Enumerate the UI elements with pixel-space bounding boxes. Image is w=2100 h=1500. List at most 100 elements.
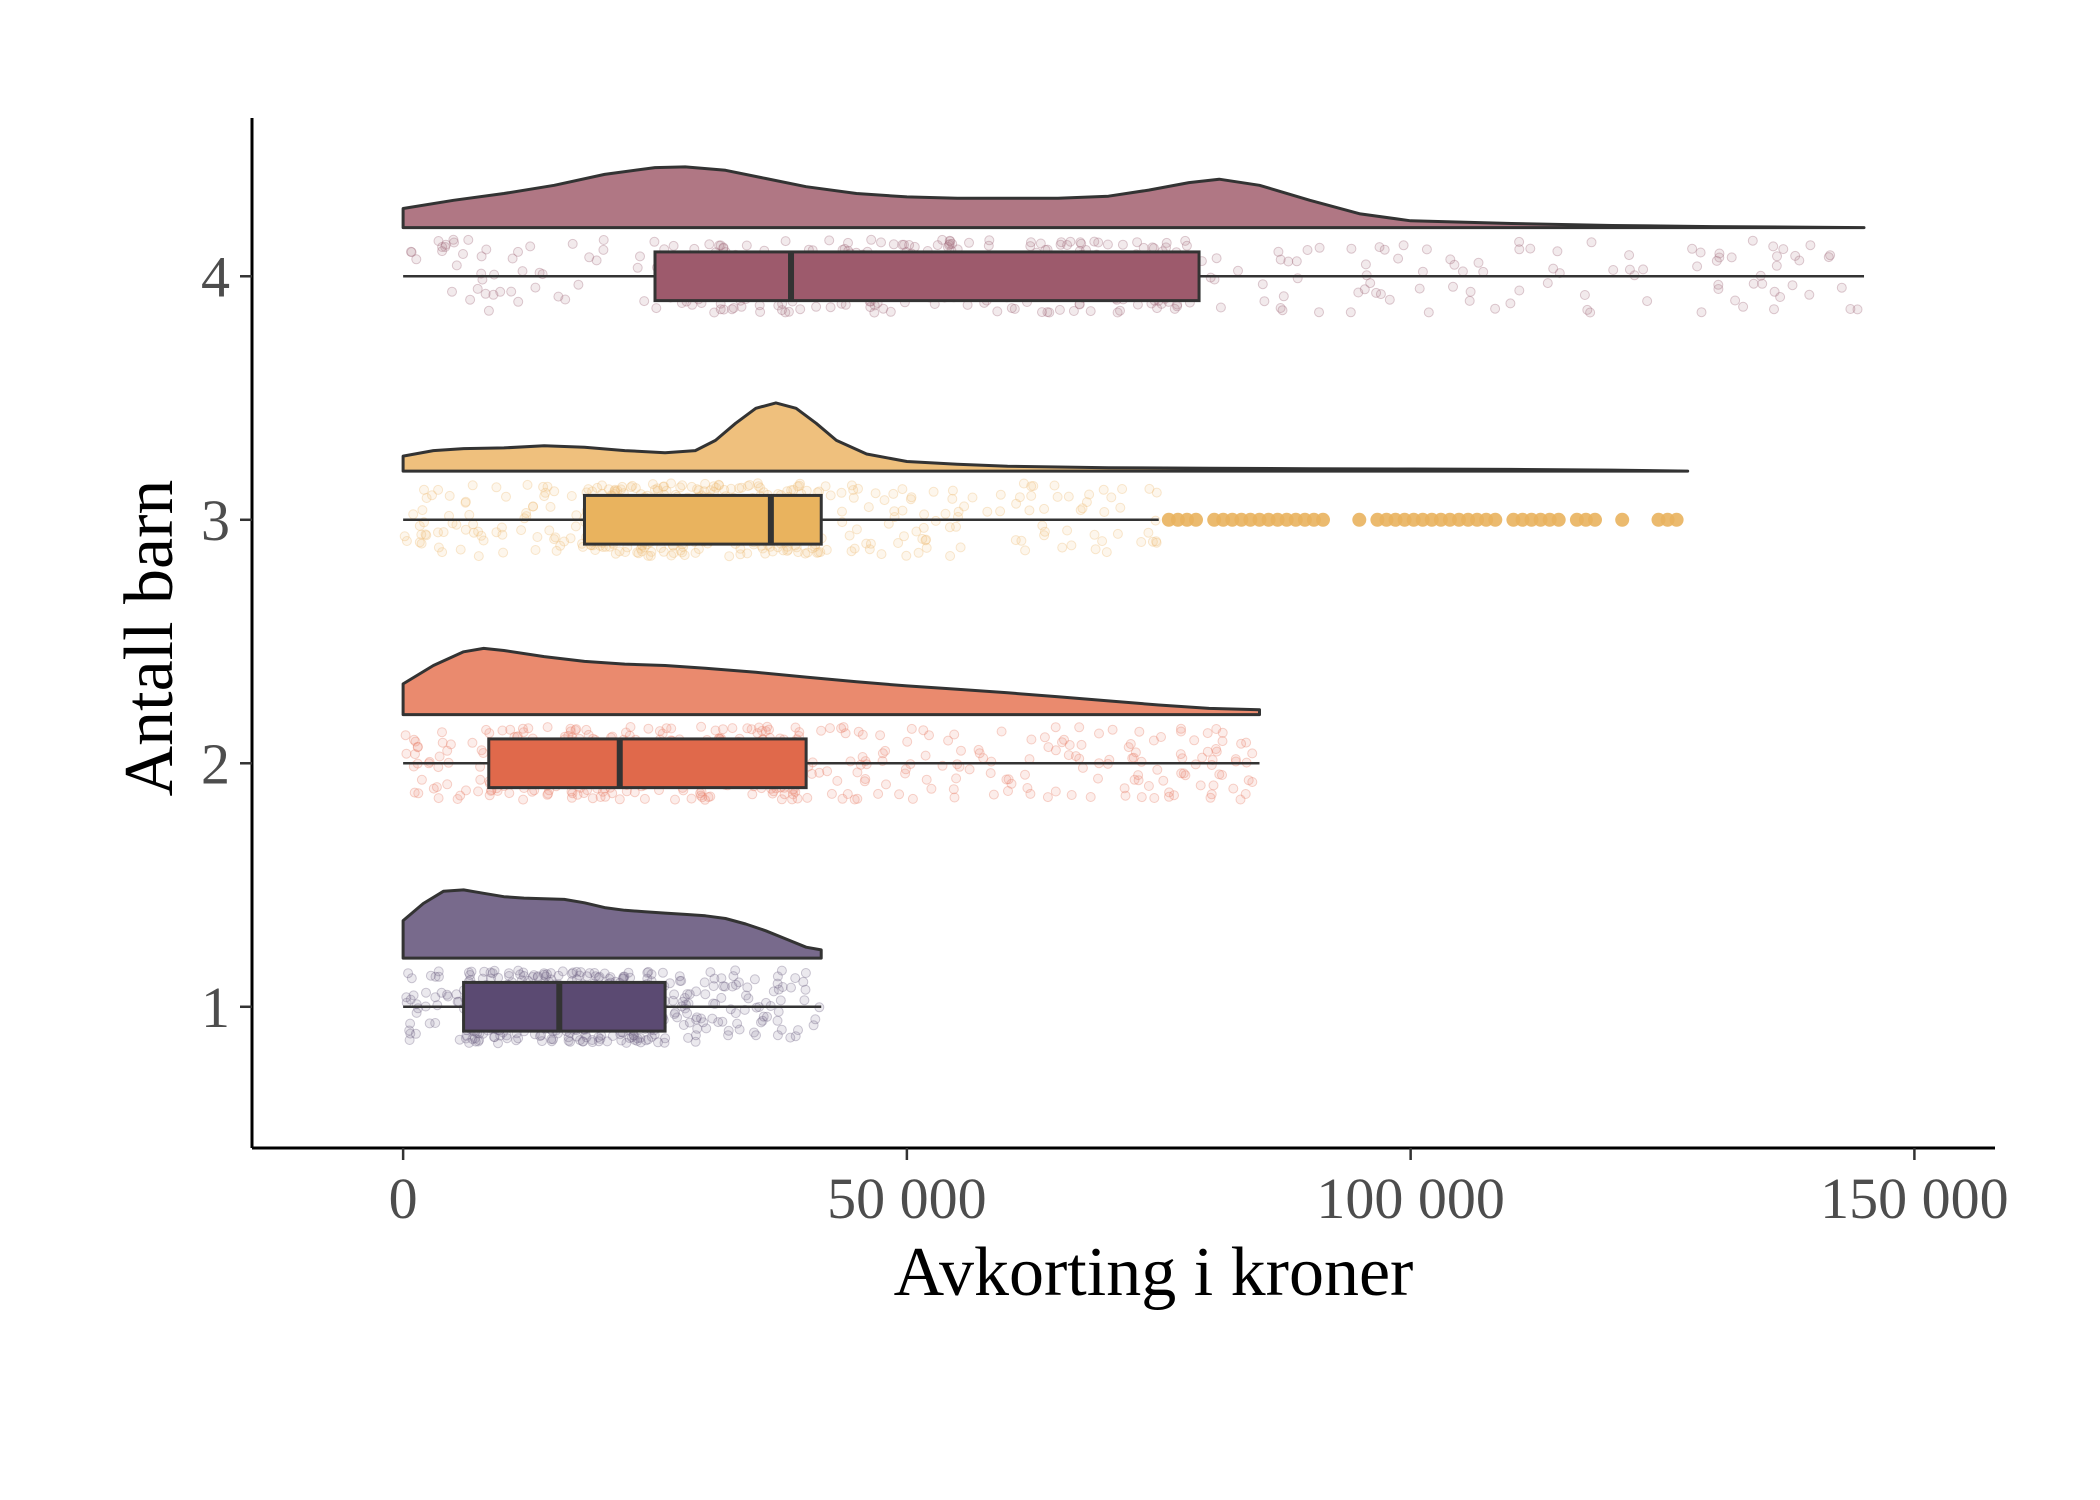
data-point (1024, 505, 1035, 516)
data-point (1062, 525, 1073, 536)
data-point (918, 522, 929, 533)
data-point (810, 1014, 821, 1025)
data-point (646, 969, 657, 980)
data-point (988, 789, 999, 800)
data-point (413, 1003, 423, 1014)
data-point (1202, 728, 1213, 739)
data-point (692, 484, 702, 495)
data-point (1787, 280, 1798, 291)
data-point (632, 1033, 643, 1044)
data-point (1011, 498, 1022, 509)
data-point (772, 978, 783, 989)
data-point (762, 1011, 772, 1022)
data-point (412, 741, 423, 752)
data-point (780, 236, 791, 247)
data-point (897, 505, 908, 516)
data-point (551, 545, 562, 556)
data-point (647, 479, 658, 490)
data-point (1314, 242, 1325, 253)
outliers-3 (1161, 512, 1684, 527)
data-point (1240, 789, 1251, 799)
data-point (1093, 237, 1104, 248)
y-tick-label: 2 (201, 731, 230, 796)
data-point (550, 532, 561, 543)
data-point (421, 987, 431, 998)
data-point (913, 547, 924, 558)
data-point (433, 971, 444, 982)
data-point (1490, 303, 1501, 314)
data-point (445, 739, 456, 750)
data-point (542, 722, 553, 733)
data-point (503, 968, 514, 979)
data-point (1205, 272, 1216, 283)
data-point (945, 551, 956, 561)
data-point (728, 303, 739, 313)
data-point (584, 252, 595, 263)
data-point (982, 506, 993, 517)
data-point (730, 965, 741, 976)
data-point (920, 535, 931, 546)
data-point (1143, 527, 1154, 538)
data-point (442, 779, 453, 790)
data-point (437, 242, 448, 252)
data-point (633, 548, 644, 559)
data-point (555, 540, 566, 551)
data-point (1077, 503, 1088, 514)
data-point (772, 1030, 783, 1041)
data-point (463, 234, 474, 245)
data-point (666, 478, 676, 489)
data-point (1714, 252, 1725, 263)
box-3 (582, 493, 823, 546)
data-point (808, 1020, 819, 1031)
data-point (658, 546, 669, 557)
data-point (632, 547, 643, 558)
data-point (1057, 737, 1067, 748)
data-point (953, 506, 964, 517)
data-point (597, 480, 607, 491)
data-point (734, 483, 744, 494)
data-point (1055, 239, 1066, 250)
data-point (572, 789, 583, 800)
data-point (1044, 307, 1055, 318)
data-point (668, 548, 679, 558)
data-point (504, 971, 515, 981)
data-point (825, 490, 836, 501)
data-point (614, 546, 625, 557)
data-point (690, 547, 701, 558)
data-point (404, 1035, 415, 1045)
data-point (669, 989, 680, 1000)
data-point (1133, 770, 1144, 781)
data-point (760, 548, 771, 559)
data-point (718, 724, 728, 735)
data-point (431, 782, 442, 793)
data-point (1457, 266, 1468, 277)
data-point (568, 967, 578, 978)
data-point (893, 538, 904, 548)
data-point (589, 968, 600, 978)
data-point (447, 286, 457, 297)
data-point (411, 254, 422, 265)
data-point (947, 238, 958, 249)
data-point (637, 546, 648, 557)
data-point (1028, 481, 1039, 491)
data-point (838, 722, 849, 733)
data-point (449, 237, 459, 248)
data-point (481, 724, 492, 735)
box-2 (487, 737, 808, 790)
y-tick-label: 4 (201, 244, 230, 309)
data-point (635, 1032, 646, 1043)
data-point (1748, 278, 1759, 289)
data-point (583, 484, 594, 495)
data-point (528, 970, 539, 981)
data-point (460, 497, 471, 508)
data-point (742, 982, 753, 993)
data-point (813, 547, 824, 558)
data-point (563, 1035, 574, 1046)
data-point (985, 768, 996, 779)
data-point (581, 1032, 592, 1043)
data-point (773, 984, 784, 995)
data-point (1063, 750, 1074, 761)
data-point (1642, 296, 1653, 307)
data-point (1514, 236, 1525, 247)
data-point (1278, 291, 1289, 302)
